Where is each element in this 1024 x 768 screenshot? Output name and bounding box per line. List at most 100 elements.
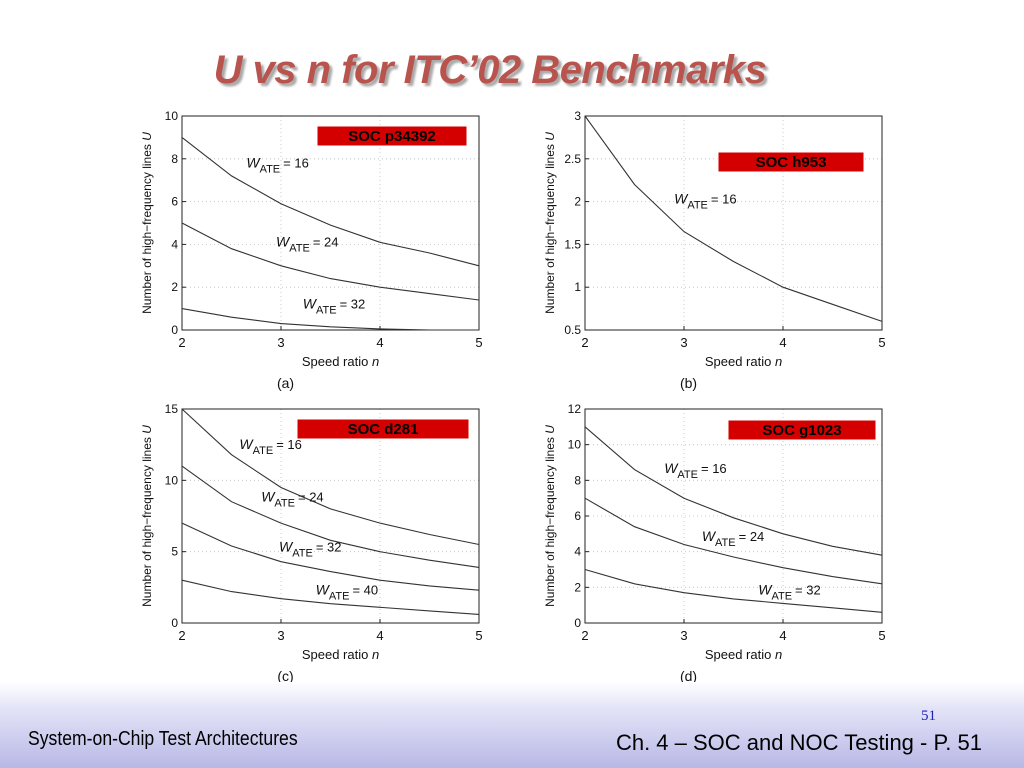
plot-area-a [182,116,479,330]
footer-course-title: System-on-Chip Test Architectures [28,728,298,750]
series-line-a-0 [181,136,480,267]
y-tick-label-a-4: 8 [171,152,178,166]
series-label-c-0: WATE = 16 [239,436,301,457]
y-axis-var-c: U [140,425,154,434]
y-tick-label-d-3: 6 [574,509,581,523]
x-tick-label-a-0: 2 [178,335,185,350]
y-tick-label-c-3: 15 [165,402,179,416]
series-line-a-1 [181,222,480,301]
series-label-b-0: WATE = 16 [674,190,736,211]
y-axis-var-b: U [543,132,557,141]
y-tick-label-d-6: 12 [568,402,582,416]
series-label-d-1: WATE = 24 [702,528,764,549]
panel-caption-b: (b) [680,375,697,391]
axes-frame-b [584,115,883,331]
x-tick-label-b-3: 5 [878,335,885,350]
y-axis-var-a: U [140,132,154,141]
panel-caption-c: (c) [277,668,293,684]
x-tick-label-a-1: 3 [277,335,284,350]
series-label-a-1: WATE = 24 [276,234,338,255]
x-tick-label-b-0: 2 [581,335,588,350]
x-tick-label-d-1: 3 [680,628,687,643]
y-tick-label-d-1: 2 [574,580,581,594]
y-axis-label-a: Number of high−frequency lines U [140,132,154,314]
soc-label-d: SOC g1023 [762,422,841,439]
x-tick-label-c-3: 5 [475,628,482,643]
soc-label-box-b [717,151,865,173]
x-tick-label-d-2: 4 [779,628,786,643]
series-label-d-2: WATE = 32 [758,581,820,602]
page-number: 51 [921,708,936,724]
chart-b: 2 3 4 5 0.5 1 1.5 2 2.5 3 Speed ratio n Number of h… [543,109,886,391]
series-label-a-0: WATE = 16 [246,154,308,175]
x-axis-var-d: n [775,647,782,662]
series-line-c-0 [181,408,480,546]
y-tick-label-c-0: 0 [171,616,178,630]
x-axis-var-a: n [372,354,379,369]
x-tick-label-d-0: 2 [581,628,588,643]
series-line-d-0 [584,426,883,556]
soc-label-box-c [296,418,470,440]
soc-label-box-d [727,419,877,441]
x-tick-label-d-3: 5 [878,628,885,643]
series-line-d-2 [584,568,883,613]
plot-area-c [182,409,479,623]
series-line-c-1 [181,465,480,568]
series-label-a-2: WATE = 32 [303,296,365,317]
chart-c: 2 3 4 5 0 5 10 15 Speed ratio n Number of high−fr… [140,402,483,684]
x-axis-label-a: Speed ratio n [302,354,379,369]
y-axis-label-b: Number of high−frequency lines U [543,132,557,314]
y-tick-label-b-3: 2 [574,195,581,209]
series-label-d-0: WATE = 16 [664,460,726,481]
x-tick-label-c-1: 3 [277,628,284,643]
y-tick-label-b-0: 0.5 [564,323,581,337]
y-axis-var-d: U [543,425,557,434]
y-tick-label-c-1: 5 [171,545,178,559]
x-tick-label-a-2: 4 [376,335,383,350]
soc-label-b: SOC h953 [756,154,827,171]
slide-title: U vs n for ITC’02 Benchmarks [213,48,767,92]
series-label-c-2: WATE = 32 [279,539,341,560]
x-axis-label-d: Speed ratio n [705,647,782,662]
panel-caption-a: (a) [277,375,294,391]
x-tick-label-c-2: 4 [376,628,383,643]
soc-label-c: SOC d281 [348,421,419,438]
y-tick-label-d-0: 0 [574,616,581,630]
x-axis-var-b: n [775,354,782,369]
series-line-a-2 [181,308,479,331]
x-axis-var-c: n [372,647,379,662]
y-tick-label-d-5: 10 [568,438,582,452]
series-line-c-3 [181,579,480,615]
series-label-c-3: WATE = 40 [316,581,378,602]
y-axis-label-d: Number of high−frequency lines U [543,425,557,607]
plot-area-b [585,116,882,330]
y-tick-label-a-1: 2 [171,280,178,294]
y-tick-label-b-5: 3 [574,109,581,123]
footer-chapter: Ch. 4 – SOC and NOC Testing - P. 51 [615,730,982,755]
y-axis-label-c: Number of high−frequency lines U [140,425,154,607]
x-axis-label-b: Speed ratio n [705,354,782,369]
x-tick-label-b-2: 4 [779,335,786,350]
y-tick-label-b-1: 1 [574,280,581,294]
x-tick-label-c-0: 2 [178,628,185,643]
x-tick-label-a-3: 5 [475,335,482,350]
y-tick-label-d-4: 8 [574,473,581,487]
series-label-c-1: WATE = 24 [261,489,323,510]
x-tick-label-b-1: 3 [680,335,687,350]
footer-band [0,682,1024,768]
y-tick-label-a-3: 6 [171,195,178,209]
axes-frame-c [181,408,480,624]
y-tick-label-b-2: 1.5 [564,237,581,251]
y-tick-label-a-2: 4 [171,237,178,251]
y-tick-label-a-0: 0 [171,323,178,337]
series-line-b-0 [584,115,883,322]
y-tick-label-b-4: 2.5 [564,152,581,166]
y-tick-label-a-5: 10 [165,109,179,123]
y-tick-label-d-2: 4 [574,545,581,559]
panel-caption-d: (d) [680,668,697,684]
series-line-c-2 [181,522,480,591]
y-tick-label-c-2: 10 [165,473,179,487]
soc-label-a: SOC p34392 [348,128,436,145]
